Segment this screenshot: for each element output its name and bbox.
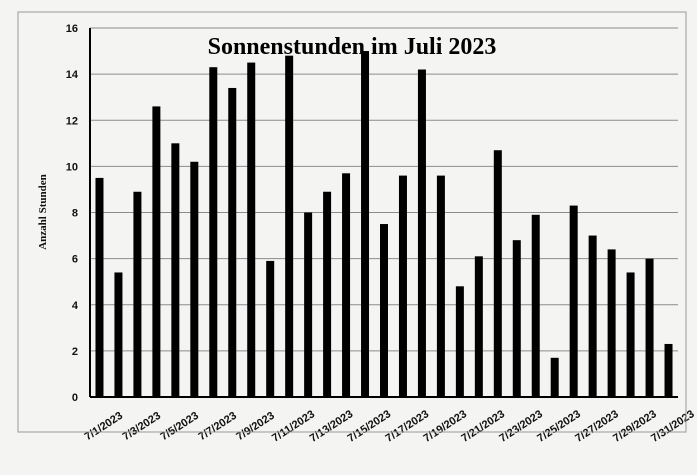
- bar: [626, 272, 635, 397]
- bar: [588, 235, 597, 397]
- y-tick-label: 2: [72, 346, 78, 358]
- bar: [398, 175, 407, 397]
- bar: [436, 175, 445, 397]
- bar: [95, 177, 104, 397]
- bar: [645, 258, 654, 397]
- y-tick-label: 8: [72, 208, 78, 220]
- bar: [455, 286, 464, 397]
- y-tick-label: 14: [66, 69, 79, 81]
- bar: [342, 173, 351, 397]
- y-axis-label: Anzahl Stunden: [37, 174, 49, 250]
- y-tick-label: 10: [66, 161, 78, 173]
- bar: [512, 240, 521, 397]
- bar: [152, 106, 161, 397]
- y-tick-label: 4: [72, 300, 79, 312]
- x-tick-label: 7/1/2023: [83, 410, 125, 443]
- bar: [228, 87, 237, 398]
- bar: [493, 150, 502, 397]
- bar: [190, 161, 199, 397]
- gridlines: [90, 27, 678, 398]
- bar: [171, 143, 180, 397]
- bar: [550, 357, 559, 397]
- bar: [266, 260, 275, 397]
- y-tick-label: 0: [72, 392, 78, 404]
- y-tick-label: 16: [66, 23, 78, 35]
- bar: [474, 256, 483, 397]
- bar: [531, 214, 540, 397]
- bar: [569, 205, 578, 397]
- x-tick-label: 7/31/2023: [649, 408, 697, 445]
- bars: [95, 51, 673, 398]
- bar: [417, 69, 426, 397]
- bar: [133, 191, 142, 397]
- bar: [114, 272, 123, 397]
- bar: [247, 62, 256, 397]
- y-tick-label: 12: [66, 115, 78, 127]
- plot-frame: [17, 11, 687, 433]
- x-tick-label: 7/9/2023: [234, 410, 276, 443]
- x-axis-ticks: 7/1/20237/3/20237/5/20237/7/20237/9/2023…: [83, 408, 697, 445]
- x-tick-label: 7/5/2023: [158, 410, 200, 443]
- y-tick-label: 6: [72, 254, 78, 266]
- bar: [285, 55, 294, 398]
- chart-title: Sonnenstunden im Juli 2023: [208, 34, 497, 60]
- bar: [664, 343, 673, 397]
- bar: [209, 67, 218, 398]
- x-tick-label: 7/3/2023: [121, 410, 163, 443]
- bar: [323, 191, 332, 397]
- x-tick-label: 7/7/2023: [196, 410, 238, 443]
- bar: [304, 212, 313, 397]
- bar: [380, 224, 388, 397]
- bar: [607, 249, 616, 397]
- y-axis-ticks: 0 2 4 6 8 10 12 14 16: [66, 23, 79, 404]
- bar: [361, 51, 370, 397]
